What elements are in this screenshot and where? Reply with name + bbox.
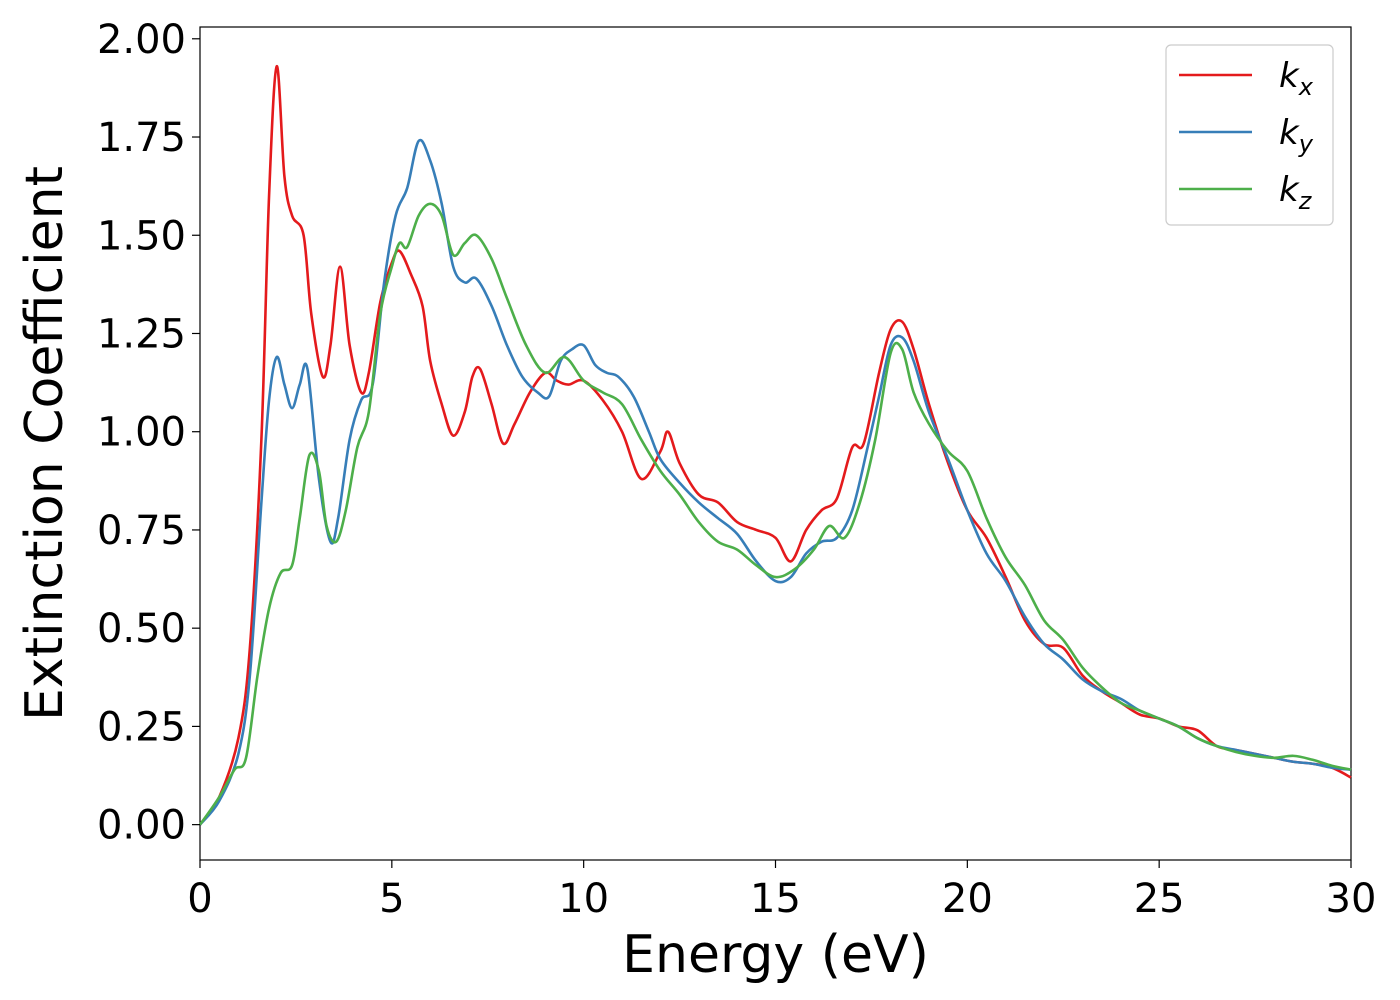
legend-subscript: x [1298, 73, 1314, 101]
y-axis-label: Extinction Coefficient [15, 166, 75, 721]
series-line-ky [198, 138, 1352, 826]
x-tick-label: 15 [750, 876, 801, 922]
legend-box [1165, 44, 1334, 226]
x-tick-label: 10 [558, 876, 609, 922]
y-tick-label: 1.00 [97, 410, 186, 456]
x-tick-label: 20 [942, 876, 993, 922]
x-axis-label: Energy (eV) [622, 925, 929, 985]
y-tick-label: 0.50 [97, 606, 186, 652]
x-tick-label: 0 [187, 876, 212, 922]
x-tick-label: 30 [1326, 876, 1377, 922]
legend-subscript: z [1298, 187, 1313, 215]
y-tick-label: 1.50 [97, 213, 186, 259]
series-line-kz [198, 202, 1352, 826]
x-axis-ticks: 0 5 10 15 20 25 30 [187, 860, 1376, 922]
y-tick-label: 0.25 [97, 704, 186, 750]
y-tick-label: 2.00 [97, 17, 186, 63]
series-line-kx [198, 64, 1352, 826]
legend-subscript: y [1298, 130, 1314, 158]
series-layer [198, 64, 1352, 826]
y-tick-label: 0.75 [97, 508, 186, 554]
y-tick-label: 1.75 [97, 115, 186, 161]
x-tick-label: 5 [379, 876, 404, 922]
y-tick-label: 0.00 [97, 803, 186, 849]
x-tick-label: 25 [1134, 876, 1185, 922]
y-axis-ticks: 0.00 0.25 0.50 0.75 1.00 1.25 1.50 1.75 2.00 [97, 17, 200, 849]
y-tick-label: 1.25 [97, 311, 186, 357]
